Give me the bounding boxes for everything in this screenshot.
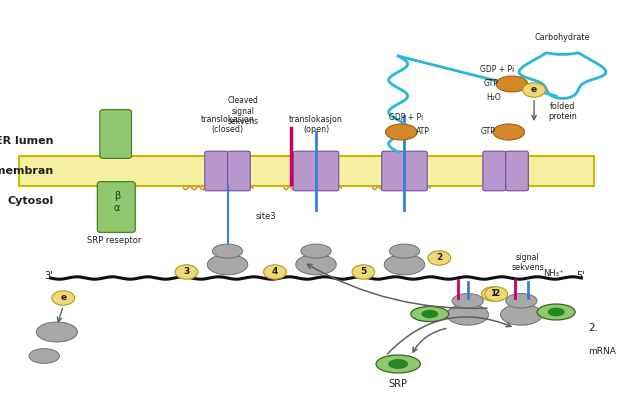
Circle shape [523, 83, 545, 97]
Ellipse shape [496, 76, 528, 92]
Ellipse shape [388, 359, 408, 369]
Text: ER lumen: ER lumen [0, 136, 54, 146]
Ellipse shape [421, 310, 438, 318]
Text: GDP + Pi: GDP + Pi [389, 114, 423, 122]
Circle shape [175, 265, 198, 279]
Ellipse shape [29, 348, 59, 363]
Circle shape [264, 265, 286, 279]
FancyBboxPatch shape [100, 110, 131, 158]
Text: GTP: GTP [480, 128, 495, 136]
Text: β: β [114, 191, 120, 201]
Text: 5: 5 [360, 268, 367, 276]
Text: e: e [60, 294, 66, 302]
FancyBboxPatch shape [506, 151, 528, 191]
Text: ER membran: ER membran [0, 166, 54, 176]
Text: SRP reseptor: SRP reseptor [87, 236, 141, 245]
FancyBboxPatch shape [205, 151, 228, 191]
Text: 2: 2 [436, 254, 442, 262]
Ellipse shape [301, 244, 331, 258]
Circle shape [482, 287, 504, 301]
FancyBboxPatch shape [228, 151, 250, 191]
Ellipse shape [36, 322, 77, 342]
Text: GTP: GTP [483, 80, 499, 88]
Text: signal
sekvens: signal sekvens [511, 253, 544, 272]
Text: 3': 3' [44, 271, 53, 281]
Ellipse shape [384, 254, 425, 275]
Ellipse shape [501, 304, 542, 325]
Ellipse shape [547, 308, 565, 316]
FancyBboxPatch shape [293, 151, 316, 191]
Ellipse shape [212, 244, 243, 258]
Ellipse shape [537, 304, 575, 320]
Text: mRNA: mRNA [588, 348, 616, 356]
Ellipse shape [386, 124, 417, 140]
Text: folded
protein: folded protein [548, 102, 577, 121]
Text: e: e [531, 86, 537, 94]
Text: translokasjon
(open): translokasjon (open) [289, 115, 343, 134]
Text: 3: 3 [183, 268, 190, 276]
Text: Carbohydrate: Carbohydrate [535, 33, 590, 42]
Text: 5': 5' [576, 271, 585, 281]
Text: α: α [114, 203, 120, 213]
Ellipse shape [452, 294, 483, 308]
Ellipse shape [493, 124, 525, 140]
FancyBboxPatch shape [97, 182, 135, 232]
Circle shape [52, 291, 75, 305]
Text: GDP + Pi: GDP + Pi [480, 66, 514, 74]
Text: SRP: SRP [389, 379, 408, 389]
Text: Cleaved
signal
sekvens: Cleaved signal sekvens [228, 96, 259, 126]
Text: NH₃⁺: NH₃⁺ [543, 269, 563, 278]
FancyBboxPatch shape [382, 151, 404, 191]
Text: 1: 1 [490, 290, 496, 298]
Ellipse shape [376, 355, 420, 373]
Text: 2.: 2. [588, 323, 598, 333]
Ellipse shape [296, 254, 336, 275]
Circle shape [485, 287, 507, 301]
Text: 2: 2 [493, 290, 499, 298]
FancyBboxPatch shape [19, 156, 594, 186]
Circle shape [352, 265, 375, 279]
FancyBboxPatch shape [483, 151, 506, 191]
Text: 4: 4 [272, 268, 278, 276]
FancyBboxPatch shape [316, 151, 339, 191]
Ellipse shape [411, 306, 449, 322]
Text: site3: site3 [255, 212, 276, 221]
Text: ATP: ATP [416, 128, 430, 136]
Ellipse shape [389, 244, 420, 258]
Ellipse shape [506, 294, 537, 308]
Text: translokasjon
(closed): translokasjon (closed) [200, 115, 255, 134]
Text: Cytosol: Cytosol [8, 196, 54, 206]
Text: H₂O: H₂O [487, 94, 501, 102]
FancyBboxPatch shape [404, 151, 427, 191]
Ellipse shape [207, 254, 248, 275]
Ellipse shape [447, 304, 489, 325]
Circle shape [428, 251, 451, 265]
